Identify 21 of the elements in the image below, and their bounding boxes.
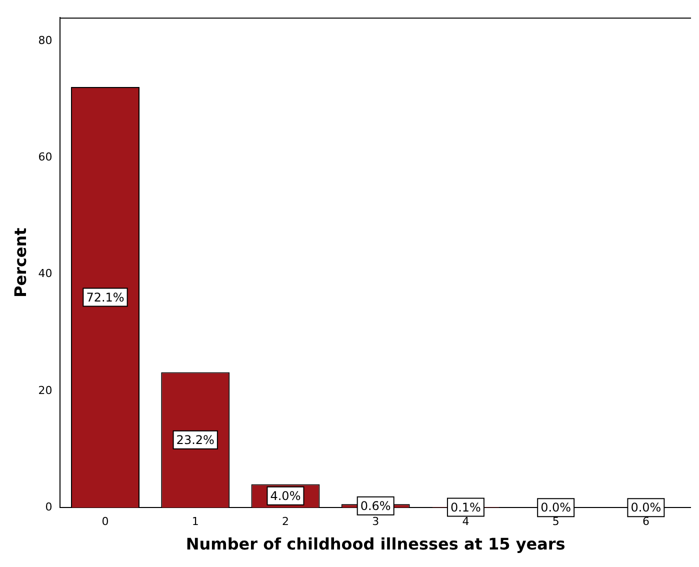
data-label: 0.6% xyxy=(360,498,391,513)
y-axis-title: Percent xyxy=(10,227,30,298)
x-axis-title: Number of childhood illnesses at 15 years xyxy=(186,534,566,554)
data-label: 72.1% xyxy=(86,290,124,304)
x-tick-label: 5 xyxy=(552,515,560,528)
x-tick-label: 0 xyxy=(102,515,109,528)
data-label: 0.0% xyxy=(540,500,572,515)
y-tick-label: 40 xyxy=(38,267,52,280)
data-label: 0.1% xyxy=(450,500,481,514)
y-tick-label: 80 xyxy=(38,34,52,47)
data-label: 0.0% xyxy=(630,500,662,515)
y-tick-label: 0 xyxy=(45,500,52,514)
x-tick-label: 4 xyxy=(462,515,470,528)
x-tick-label: 2 xyxy=(282,515,289,528)
y-tick-label: 20 xyxy=(38,384,52,397)
x-tick-label: 6 xyxy=(642,515,650,528)
data-label: 23.2% xyxy=(176,433,214,448)
y-tick-label: 60 xyxy=(38,150,52,164)
data-label: 4.0% xyxy=(270,489,301,504)
x-tick-label: 3 xyxy=(372,515,380,528)
x-tick-label: 1 xyxy=(192,515,199,528)
